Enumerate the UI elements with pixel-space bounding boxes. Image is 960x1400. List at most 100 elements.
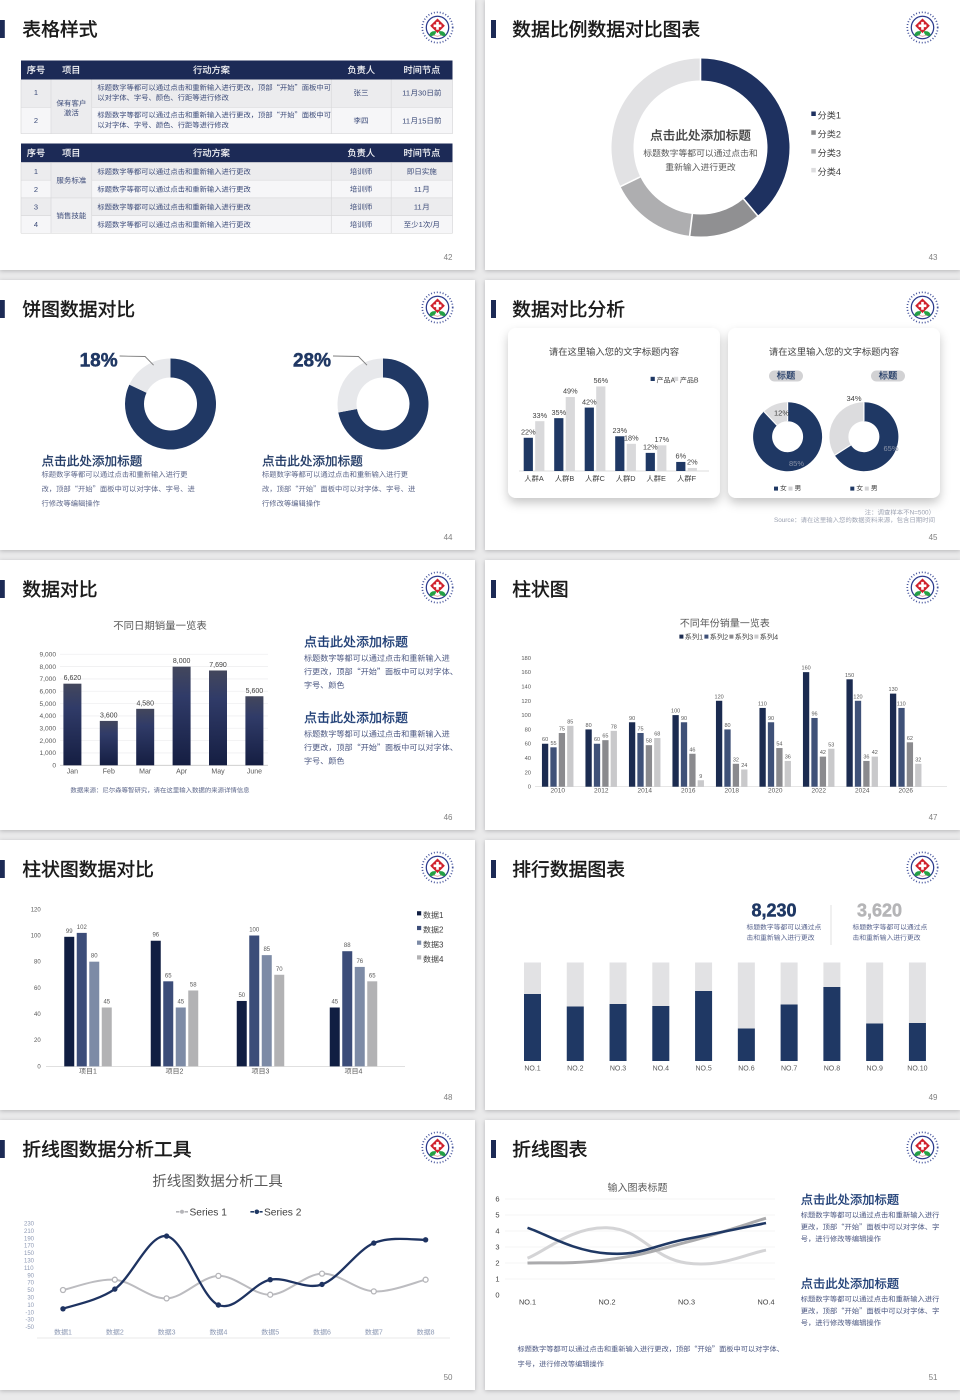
svg-text:40: 40 (525, 756, 531, 762)
svg-text:47: 47 (929, 813, 938, 822)
svg-text:5: 5 (495, 1211, 499, 1220)
svg-text:28%: 28% (293, 351, 331, 372)
svg-text:3: 3 (439, 940, 444, 949)
svg-text:5,000: 5,000 (39, 701, 56, 708)
svg-text:2026: 2026 (898, 788, 913, 795)
svg-text:4: 4 (774, 632, 778, 641)
svg-text:30: 30 (418, 89, 426, 98)
svg-text:56%: 56% (593, 376, 608, 385)
svg-text:2024: 2024 (855, 788, 870, 795)
svg-text:58: 58 (646, 739, 652, 745)
svg-text:48: 48 (444, 1093, 453, 1102)
svg-text:90: 90 (629, 716, 635, 722)
svg-text:42: 42 (872, 750, 878, 756)
svg-text:140: 140 (521, 685, 531, 691)
svg-text:32: 32 (733, 757, 739, 763)
svg-text:75: 75 (637, 727, 643, 733)
svg-text:65: 65 (369, 973, 376, 979)
svg-text:3,000: 3,000 (39, 726, 56, 733)
svg-text:100: 100 (671, 709, 680, 715)
svg-text:50: 50 (444, 1373, 453, 1382)
svg-text:23%: 23% (612, 426, 627, 435)
svg-text:E: E (661, 474, 666, 483)
svg-text:3: 3 (836, 148, 841, 158)
svg-text:42: 42 (820, 750, 826, 756)
svg-text:-30: -30 (25, 1318, 34, 1324)
svg-text:NO.8: NO.8 (824, 1066, 840, 1073)
svg-text:B: B (569, 474, 574, 483)
svg-text:NO.4: NO.4 (757, 1298, 774, 1307)
svg-text:3,600: 3,600 (100, 712, 118, 719)
svg-text:60: 60 (594, 737, 600, 743)
svg-text:44: 44 (444, 533, 453, 542)
svg-text:8,000: 8,000 (39, 664, 56, 671)
svg-text:2: 2 (34, 185, 38, 194)
svg-text:June: June (247, 768, 262, 775)
svg-text:53: 53 (828, 742, 834, 748)
svg-text:-50: -50 (25, 1325, 34, 1331)
svg-text:90: 90 (768, 716, 774, 722)
svg-text:NO.3: NO.3 (678, 1298, 695, 1307)
svg-text:A: A (539, 474, 544, 483)
svg-text:B: B (694, 378, 699, 385)
svg-text:D: D (630, 474, 635, 483)
svg-text:46: 46 (689, 747, 695, 753)
svg-text:0: 0 (52, 763, 56, 770)
svg-text:0: 0 (528, 785, 531, 791)
svg-text:80: 80 (724, 723, 730, 729)
svg-text:78: 78 (611, 724, 617, 730)
svg-text:11: 11 (402, 89, 410, 98)
svg-text:100: 100 (249, 928, 260, 934)
svg-text:2: 2 (180, 1069, 184, 1076)
svg-text:120: 120 (853, 694, 862, 700)
svg-text:120: 120 (31, 907, 42, 913)
svg-text:50: 50 (238, 993, 245, 999)
svg-text:2: 2 (724, 632, 728, 641)
svg-text:102: 102 (77, 925, 88, 931)
svg-text:4,580: 4,580 (136, 700, 154, 707)
svg-text:3,620: 3,620 (857, 901, 902, 921)
svg-text:120: 120 (715, 694, 724, 700)
svg-text:80: 80 (91, 954, 98, 960)
svg-text:65: 65 (165, 973, 172, 979)
svg-text:90: 90 (681, 716, 687, 722)
svg-text:11: 11 (402, 116, 410, 125)
svg-text:40: 40 (34, 1012, 41, 1018)
svg-text:190: 190 (24, 1236, 35, 1242)
svg-text:1: 1 (699, 632, 703, 641)
svg-text:34%: 34% (846, 394, 861, 403)
svg-text:130: 130 (24, 1259, 35, 1265)
svg-text:45: 45 (177, 1000, 184, 1006)
svg-text:2018: 2018 (724, 788, 739, 795)
svg-text:10: 10 (27, 1303, 34, 1309)
svg-text:230: 230 (24, 1222, 35, 1228)
svg-text:A: A (671, 378, 676, 385)
svg-text:3: 3 (34, 203, 38, 212)
svg-text:NO.4: NO.4 (653, 1066, 669, 1073)
svg-text:110: 110 (897, 701, 906, 707)
svg-text:9: 9 (699, 774, 702, 780)
svg-text:1: 1 (93, 1069, 97, 1076)
svg-text:35%: 35% (551, 408, 566, 417)
svg-text:45: 45 (929, 533, 938, 542)
svg-text:9,000: 9,000 (39, 651, 56, 658)
svg-text:58: 58 (190, 983, 197, 989)
svg-text:2: 2 (495, 1259, 499, 1268)
svg-text:22%: 22% (521, 428, 536, 437)
svg-text:150: 150 (24, 1251, 35, 1257)
svg-text:F: F (692, 474, 697, 483)
svg-text:4: 4 (223, 1330, 227, 1337)
svg-text:45: 45 (103, 1000, 110, 1006)
svg-text:6,620: 6,620 (64, 675, 82, 682)
svg-text:C: C (600, 474, 605, 483)
svg-text:NO.2: NO.2 (598, 1298, 615, 1307)
svg-text:17%: 17% (654, 435, 669, 444)
svg-text:15: 15 (418, 116, 426, 125)
svg-text:3: 3 (749, 632, 753, 641)
svg-text:100: 100 (521, 713, 531, 719)
svg-text:N=500: N=500 (910, 510, 929, 517)
svg-text:70: 70 (276, 967, 283, 973)
svg-text:6,000: 6,000 (39, 689, 56, 696)
svg-text:0: 0 (495, 1291, 499, 1300)
svg-text:May: May (211, 768, 225, 775)
